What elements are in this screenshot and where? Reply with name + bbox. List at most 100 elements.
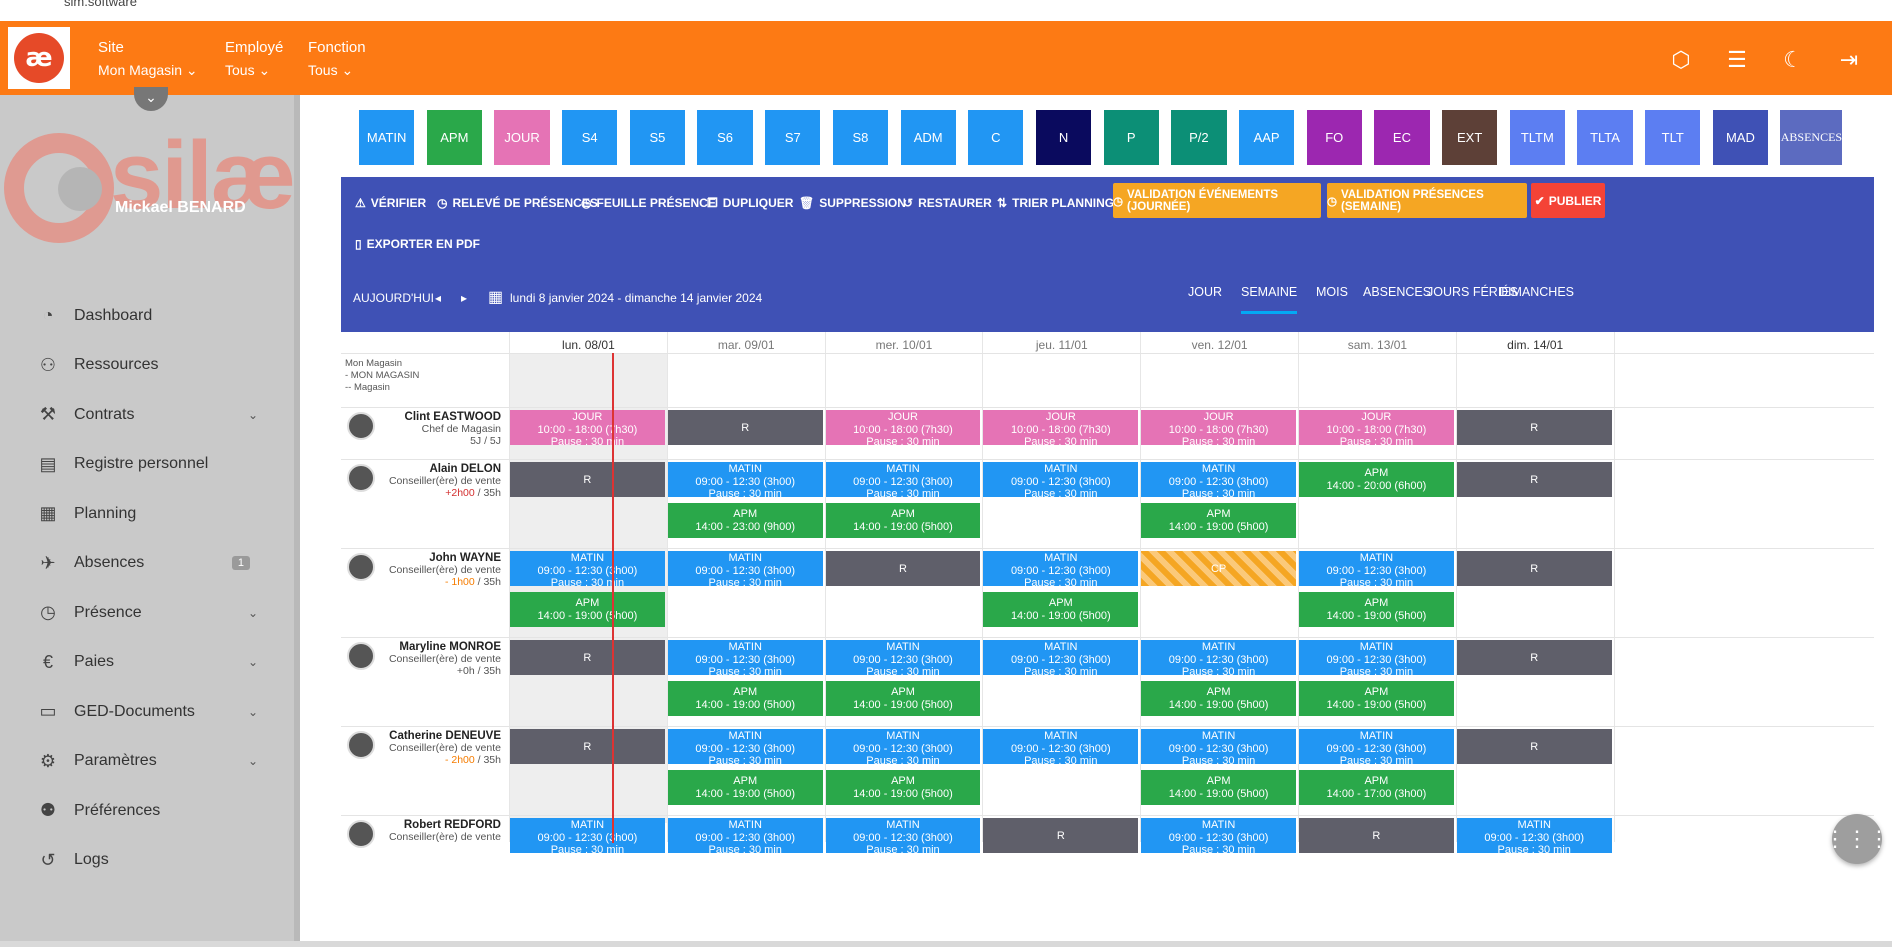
day-header[interactable]: jeu. 11/01 bbox=[982, 332, 1140, 359]
employee-avatar[interactable] bbox=[347, 464, 375, 492]
day-header[interactable]: mer. 10/01 bbox=[824, 332, 983, 359]
shift-block-cp[interactable]: CP bbox=[1141, 551, 1296, 586]
shift-block-matin[interactable]: MATIN 09:00 - 12:30 (3h00) Pause : 30 min bbox=[825, 462, 981, 497]
shift-block-jour[interactable]: JOUR 10:00 - 18:00 (7h30) Pause : 30 min bbox=[983, 410, 1139, 445]
employee-info[interactable]: Robert REDFORD Conseiller(ère) de vente bbox=[341, 819, 507, 843]
dupliquer-button[interactable]: ❐ DUPLIQUER bbox=[707, 196, 793, 210]
shift-block-matin[interactable]: MATIN 09:00 - 12:30 (3h00) Pause : 30 min bbox=[983, 551, 1139, 586]
shift-block-r[interactable]: R bbox=[1456, 640, 1612, 675]
trier-button[interactable]: ⇅ TRIER PLANNING bbox=[997, 196, 1114, 210]
shift-block-apm[interactable]: APM 14:00 - 19:00 (5h00) bbox=[825, 681, 981, 716]
shift-block-apm[interactable]: APM 14:00 - 17:00 (3h00) bbox=[1299, 770, 1454, 805]
sidebar-item-pr-sence[interactable]: ◷ Présence ⌄ bbox=[0, 588, 294, 638]
today-button[interactable]: AUJOURD'HUI bbox=[353, 291, 434, 305]
sidebar-item-dashboard[interactable]: ◔ Dashboard bbox=[0, 291, 294, 341]
shift-block-matin[interactable]: MATIN 09:00 - 12:30 (3h00) Pause : 30 min bbox=[825, 640, 981, 675]
shift-code-s5[interactable]: S5 bbox=[629, 110, 686, 165]
shift-block-matin[interactable]: MATIN 09:00 - 12:30 (3h00) Pause : 30 min bbox=[667, 729, 823, 764]
shift-block-apm[interactable]: APM 14:00 - 19:00 (5h00) bbox=[667, 770, 823, 805]
shift-block-matin[interactable]: MATIN 09:00 - 12:30 (3h00) Pause : 30 min bbox=[1299, 640, 1454, 675]
shift-block-apm[interactable]: APM 14:00 - 19:00 (5h00) bbox=[1299, 681, 1454, 716]
shift-code-p-2[interactable]: P/2 bbox=[1171, 110, 1227, 165]
shift-code-p[interactable]: P bbox=[1103, 110, 1159, 165]
shift-block-matin[interactable]: MATIN 09:00 - 12:30 (3h00) Pause : 30 min bbox=[983, 640, 1139, 675]
employee-info[interactable]: Alain DELON Conseiller(ère) de vente +2h00… bbox=[341, 463, 507, 499]
shift-code-adm[interactable]: ADM bbox=[900, 110, 956, 165]
shift-code-ext[interactable]: EXT bbox=[1442, 110, 1498, 165]
shift-block-matin[interactable]: MATIN 09:00 - 12:30 (3h00) Pause : 30 min bbox=[1456, 818, 1612, 853]
shift-block-r[interactable]: R bbox=[1456, 729, 1612, 764]
shift-block-matin[interactable]: MATIN 09:00 - 12:30 (3h00) Pause : 30 min bbox=[667, 551, 823, 586]
view-tab-dimanches[interactable]: DIMANCHES bbox=[1499, 285, 1575, 299]
shift-block-matin[interactable]: MATIN 09:00 - 12:30 (3h00) Pause : 30 min bbox=[667, 640, 823, 675]
employee-info[interactable]: Catherine DENEUVE Conseiller(ère) de vent… bbox=[341, 730, 507, 766]
sidebar-item-logs[interactable]: ↺ Logs bbox=[0, 836, 294, 886]
shift-block-jour[interactable]: JOUR 10:00 - 18:00 (7h30) Pause : 30 min bbox=[1299, 410, 1454, 445]
shift-block-apm[interactable]: APM 14:00 - 23:00 (9h00) bbox=[667, 503, 823, 538]
shift-block-r[interactable]: R bbox=[1456, 551, 1612, 586]
app-logo[interactable]: æ bbox=[8, 27, 70, 89]
view-tab-jour[interactable]: JOUR bbox=[1188, 285, 1223, 299]
day-header[interactable]: ven. 12/01 bbox=[1140, 332, 1298, 359]
shift-block-apm[interactable]: APM 14:00 - 19:00 (5h00) bbox=[825, 770, 981, 805]
moon-icon[interactable]: ☾ bbox=[1783, 47, 1803, 72]
verify-button[interactable]: ⚠ VÉRIFIER bbox=[355, 196, 426, 210]
sidebar-item-contrats[interactable]: ⚒ Contrats ⌄ bbox=[0, 390, 294, 440]
shift-block-r[interactable]: R bbox=[510, 640, 665, 675]
shift-code-tlt[interactable]: TLT bbox=[1645, 110, 1701, 165]
shift-code-aap[interactable]: AAP bbox=[1238, 110, 1295, 165]
shift-block-matin[interactable]: MATIN 09:00 - 12:30 (3h00) Pause : 30 min bbox=[825, 729, 981, 764]
employee-info[interactable]: Clint EASTWOOD Chef de Magasin 5J / 5J bbox=[341, 411, 507, 447]
calendar-icon[interactable]: ▦ bbox=[488, 289, 504, 306]
shift-block-apm[interactable]: APM 14:00 - 19:00 (5h00) bbox=[983, 592, 1139, 627]
shift-block-matin[interactable]: MATIN 09:00 - 12:30 (3h00) Pause : 30 min bbox=[1141, 729, 1296, 764]
shift-block-jour[interactable]: JOUR 10:00 - 18:00 (7h30) Pause : 30 min bbox=[825, 410, 981, 445]
indent-icon[interactable]: ☰ bbox=[1727, 47, 1747, 72]
sidebar-item-absences[interactable]: ✈ Absences 1 bbox=[0, 539, 294, 589]
shift-block-apm[interactable]: APM 14:00 - 19:00 (5h00) bbox=[1141, 770, 1296, 805]
filter-site-value[interactable]: Mon Magasin ⌄ bbox=[98, 62, 198, 78]
shift-code-ec[interactable]: EC bbox=[1374, 110, 1430, 165]
user-name[interactable]: Mickael BENARD bbox=[115, 199, 246, 216]
day-header[interactable]: lun. 08/01 bbox=[509, 332, 667, 359]
filter-employee-value[interactable]: Tous ⌄ bbox=[225, 62, 271, 78]
shift-code-s8[interactable]: S8 bbox=[832, 110, 889, 165]
filter-site[interactable]: Site Mon Magasin ⌄ bbox=[98, 37, 198, 81]
sidebar-item-ged-documents[interactable]: ▭ GED-Documents ⌄ bbox=[0, 687, 294, 737]
employee-avatar[interactable] bbox=[347, 642, 375, 670]
bottom-scrollbar[interactable] bbox=[0, 941, 1892, 947]
validation-events-button[interactable]: ◷ VALIDATION ÉVÉNEMENTS (JOURNÉE) bbox=[1113, 183, 1321, 218]
shift-block-apm[interactable]: APM 14:00 - 19:00 (5h00) bbox=[1299, 592, 1454, 627]
sidebar-item-registre-personnel[interactable]: ▤ Registre personnel bbox=[0, 440, 294, 490]
logout-icon[interactable]: ⇥ bbox=[1839, 47, 1859, 72]
shift-code-s7[interactable]: S7 bbox=[765, 110, 821, 165]
shift-code-s6[interactable]: S6 bbox=[697, 110, 753, 165]
shift-code-absences[interactable]: ABSENCES bbox=[1780, 110, 1843, 165]
shift-code-fo[interactable]: FO bbox=[1306, 110, 1362, 165]
day-header[interactable]: dim. 14/01 bbox=[1455, 332, 1614, 359]
shift-block-r[interactable]: R bbox=[1456, 462, 1612, 497]
shift-block-matin[interactable]: MATIN 09:00 - 12:30 (3h00) Pause : 30 min bbox=[1299, 551, 1454, 586]
view-tab-jours-fériés[interactable]: JOURS FÉRIÉS bbox=[1427, 285, 1518, 299]
view-tab-absences[interactable]: ABSENCES bbox=[1363, 285, 1432, 299]
shift-block-apm[interactable]: APM 14:00 - 19:00 (5h00) bbox=[1141, 681, 1296, 716]
filter-function[interactable]: Fonction Tous ⌄ bbox=[308, 37, 366, 81]
shift-block-r[interactable]: R bbox=[667, 410, 823, 445]
shift-block-jour[interactable]: JOUR 10:00 - 18:00 (7h30) Pause : 30 min bbox=[1141, 410, 1296, 445]
day-header[interactable]: sam. 13/01 bbox=[1298, 332, 1456, 359]
sidebar-item-paies[interactable]: € Paies ⌄ bbox=[0, 638, 294, 688]
employee-info[interactable]: John WAYNE Conseiller(ère) de vente - 1h00… bbox=[341, 552, 507, 588]
publier-button[interactable]: ✔ PUBLIER bbox=[1531, 183, 1605, 218]
shift-block-matin[interactable]: MATIN 09:00 - 12:30 (3h00) Pause : 30 min bbox=[1141, 462, 1296, 497]
shift-code-n[interactable]: N bbox=[1035, 110, 1092, 165]
employee-info[interactable]: Maryline MONROE Conseiller(ère) de vente +… bbox=[341, 641, 507, 677]
cube-icon[interactable]: ⬡ bbox=[1671, 47, 1691, 72]
shift-block-r[interactable]: R bbox=[510, 729, 665, 764]
shift-code-s4[interactable]: S4 bbox=[562, 110, 618, 165]
shift-code-c[interactable]: C bbox=[968, 110, 1024, 165]
shift-code-tlta[interactable]: TLTA bbox=[1577, 110, 1633, 165]
shift-code-jour[interactable]: JOUR bbox=[494, 110, 550, 165]
sidebar-item-planning[interactable]: ▦ Planning bbox=[0, 489, 294, 539]
validation-presences-button[interactable]: ◷ VALIDATION PRÉSENCES (SEMAINE) bbox=[1327, 183, 1527, 218]
shift-block-r[interactable]: R bbox=[1299, 818, 1454, 853]
